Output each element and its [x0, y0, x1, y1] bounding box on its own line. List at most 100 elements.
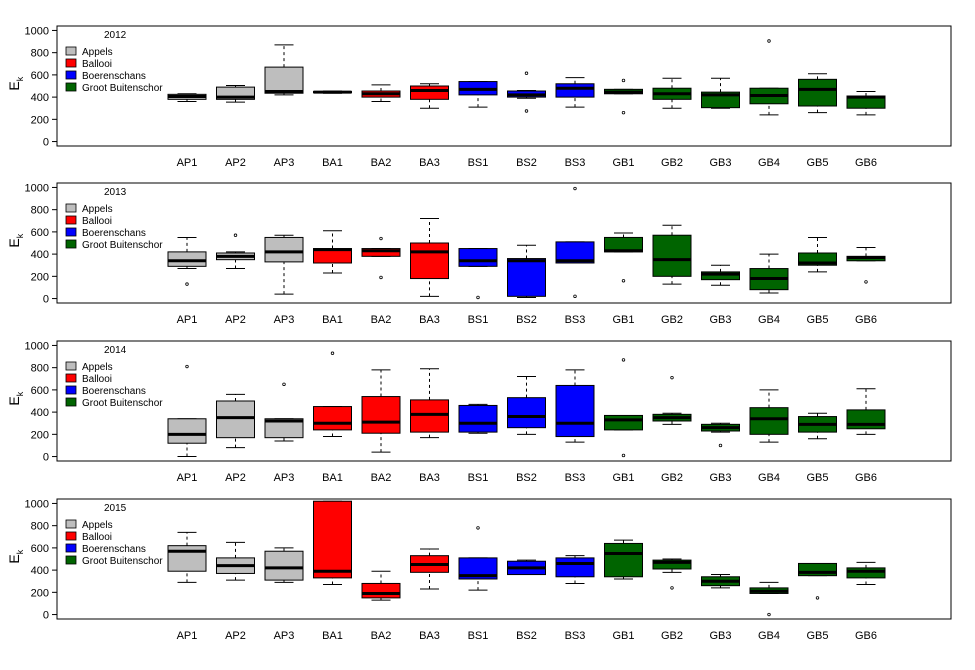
- box-GB2: [652, 77, 692, 109]
- box-iqr: [264, 550, 304, 581]
- box-BA2: [361, 236, 401, 280]
- legend-label: Groot Buitenschor: [82, 83, 163, 94]
- y-tick-label: 1000: [25, 25, 49, 37]
- x-tick-label: BA2: [371, 472, 392, 484]
- x-tick-label: BA3: [419, 157, 440, 169]
- x-tick-label: GB5: [806, 630, 828, 642]
- x-tick-label: GB5: [806, 314, 828, 326]
- x-tick-label: BA1: [322, 472, 343, 484]
- box-GB5: [798, 73, 837, 114]
- plot-frame: [56, 25, 952, 147]
- box-BA1: [313, 500, 352, 586]
- legend-swatch: [65, 70, 77, 80]
- box-iqr: [167, 545, 207, 572]
- box-iqr: [313, 406, 352, 431]
- legend-label: Groot Buitenschor: [82, 240, 163, 251]
- x-tick-label: AP1: [177, 472, 198, 484]
- y-tick-label: 0: [43, 137, 49, 149]
- outlier-point: [282, 382, 286, 387]
- box-GB4: [749, 253, 789, 294]
- legend-swatch: [65, 227, 77, 237]
- x-tick-label: GB1: [612, 630, 634, 642]
- outlier-point: [573, 186, 577, 191]
- legend-swatch: [65, 361, 77, 371]
- y-axis-label: E: [6, 81, 22, 90]
- box-BS2: [507, 244, 546, 298]
- box-BS2: [507, 559, 546, 576]
- outlier-point: [185, 282, 189, 286]
- box-BA2: [361, 570, 401, 601]
- x-tick-label: GB2: [661, 630, 683, 642]
- y-tick-label: 600: [31, 227, 49, 239]
- box-iqr: [555, 83, 595, 98]
- legend-label: Appels: [82, 47, 113, 58]
- box-BS1: [458, 248, 498, 300]
- box-iqr: [507, 258, 546, 297]
- legend-label: Boerenschans: [82, 228, 146, 239]
- box-AP2: [216, 84, 255, 103]
- box-iqr: [361, 396, 401, 434]
- outlier-point: [379, 275, 383, 280]
- box-BS1: [458, 403, 498, 434]
- plot-frame: [56, 340, 952, 462]
- panel-year-label: 2014: [104, 345, 127, 356]
- box-GB6: [846, 91, 886, 116]
- box-iqr: [798, 78, 837, 107]
- x-tick-label: GB3: [709, 472, 731, 484]
- box-GB1: [604, 232, 643, 283]
- box-GB3: [701, 574, 740, 589]
- box-BA1: [313, 230, 352, 274]
- box-GB4: [749, 39, 789, 116]
- y-tick-label: 0: [43, 610, 49, 622]
- x-tick-label: GB2: [661, 314, 683, 326]
- box-iqr: [264, 418, 304, 439]
- legend-swatch: [65, 397, 77, 407]
- y-tick-label: 600: [31, 385, 49, 397]
- x-tick-label: BS2: [516, 472, 537, 484]
- x-tick-label: BA3: [419, 472, 440, 484]
- box-GB3: [701, 422, 740, 448]
- box-BA3: [410, 368, 449, 439]
- box-iqr: [167, 418, 207, 444]
- legend-swatch: [65, 239, 77, 249]
- box-iqr: [701, 271, 740, 281]
- y-tick-label: 200: [31, 587, 49, 599]
- outlier-point: [621, 279, 626, 283]
- y-tick-label: 200: [31, 429, 49, 441]
- box-GB6: [846, 246, 886, 284]
- panel-year-label: 2012: [104, 30, 127, 41]
- panel-2012: 0 200 400 600 800 1000 Ek 2012 AppelsBallooiBoer…: [6, 25, 952, 169]
- x-tick-label: GB6: [855, 157, 877, 169]
- box-GB1: [604, 539, 643, 580]
- box-GB5: [798, 412, 837, 440]
- x-tick-label: GB4: [758, 472, 780, 484]
- legend-swatch: [65, 555, 77, 565]
- legend-swatch: [65, 531, 77, 541]
- x-tick-label: BS1: [468, 472, 489, 484]
- box-GB1: [604, 358, 643, 458]
- x-tick-label: GB1: [612, 314, 634, 326]
- x-tick-label: BS2: [516, 314, 537, 326]
- box-GB5: [798, 236, 837, 273]
- outlier-point: [233, 233, 238, 237]
- outlier-point: [767, 39, 771, 43]
- x-tick-label: BA1: [322, 630, 343, 642]
- box-iqr: [410, 85, 449, 100]
- x-tick-label: AP2: [225, 630, 246, 642]
- box-iqr: [555, 557, 595, 578]
- y-tick-label: 1000: [25, 340, 49, 352]
- x-tick-label: AP3: [274, 630, 295, 642]
- x-tick-label: AP2: [225, 314, 246, 326]
- box-BS1: [458, 526, 498, 591]
- outlier-point: [476, 295, 480, 300]
- box-iqr: [264, 236, 304, 263]
- box-BA2: [361, 84, 401, 103]
- box-BA1: [313, 351, 352, 438]
- outlier-point: [864, 280, 868, 284]
- box-GB5: [798, 562, 837, 600]
- box-BA2: [361, 369, 401, 453]
- box-iqr: [216, 400, 255, 439]
- y-tick-label: 800: [31, 205, 49, 217]
- x-tick-label: BS1: [468, 314, 489, 326]
- box-AP2: [216, 393, 255, 449]
